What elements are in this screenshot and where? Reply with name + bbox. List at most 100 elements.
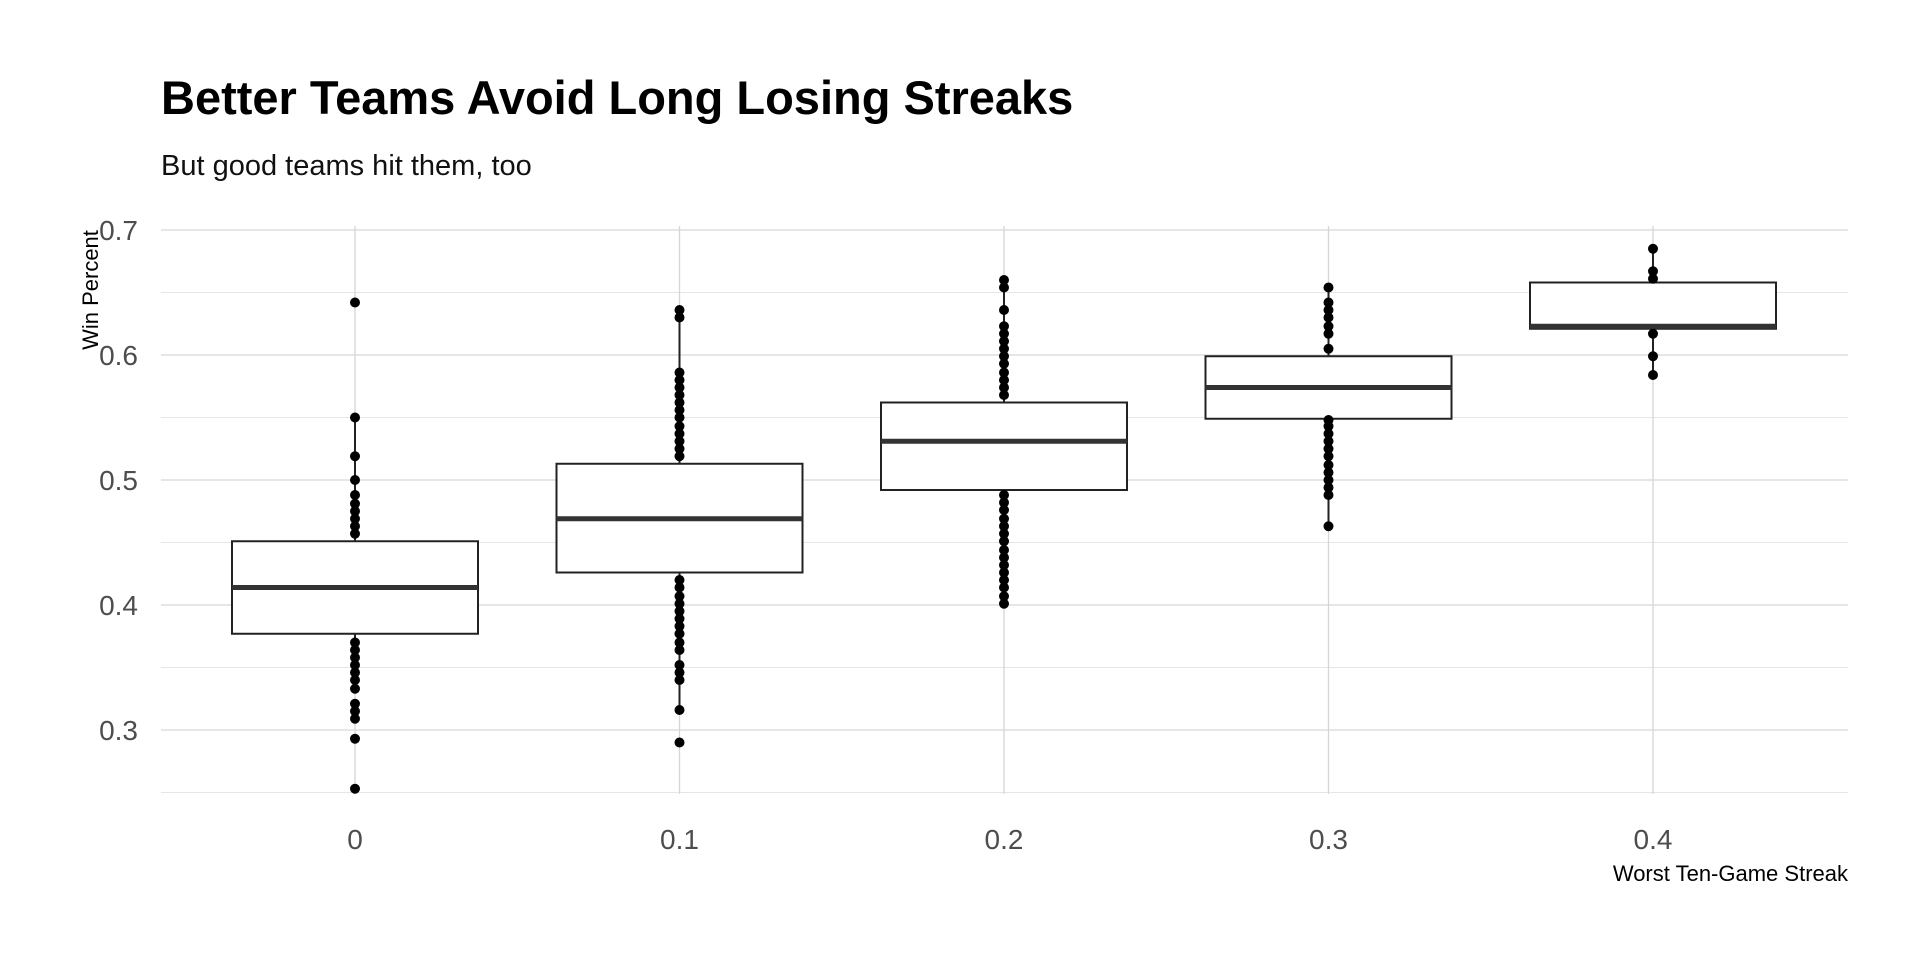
box-group: [1529, 243, 1777, 380]
data-point: [350, 506, 360, 517]
box-iqr: [1529, 281, 1777, 330]
data-point: [350, 412, 360, 423]
data-point: [674, 621, 685, 632]
data-point: [1323, 467, 1334, 478]
box-iqr: [880, 401, 1128, 491]
axis-layer: 0.3 0.4 0.5 0.6 0.7 0 0.1 0.2 0.3 0.4: [99, 215, 1672, 855]
data-point: [1323, 490, 1334, 500]
data-point: [999, 598, 1009, 609]
data-point: [674, 421, 685, 432]
data-point: [674, 582, 685, 593]
data-point: [674, 428, 685, 439]
x-tick-label: 0.2: [985, 824, 1024, 855]
data-point: [674, 390, 685, 400]
data-point: [1323, 421, 1334, 432]
data-point: [1323, 282, 1334, 293]
data-point: [674, 575, 685, 585]
data-point: [999, 582, 1009, 593]
data-point: [350, 783, 360, 794]
data-point: [999, 545, 1009, 555]
data-point: [674, 312, 685, 323]
data-point: [999, 591, 1009, 602]
data-point: [350, 498, 360, 509]
y-tick-label: 0.7: [99, 215, 138, 246]
data-point: [350, 683, 360, 694]
data-point: [1648, 243, 1658, 254]
data-point: [1648, 273, 1658, 284]
data-point: [999, 575, 1009, 585]
data-point: [1648, 266, 1658, 277]
data-point: [674, 397, 685, 408]
y-axis-title: Win Percent: [78, 230, 103, 350]
data-point: [350, 297, 360, 308]
y-tick-label: 0.3: [99, 715, 138, 746]
data-point: [1323, 460, 1334, 470]
chart-title: Better Teams Avoid Long Losing Streaks: [161, 71, 1074, 124]
data-point: [350, 660, 360, 670]
chart-subtitle: But good teams hit them, too: [161, 150, 532, 182]
data-point: [999, 521, 1009, 532]
data-point: [350, 733, 360, 744]
y-tick-label: 0.5: [99, 465, 138, 496]
data-point: [999, 351, 1009, 362]
data-point: [999, 382, 1009, 393]
data-point: [999, 321, 1009, 332]
data-point: [674, 628, 685, 639]
data-point: [674, 606, 685, 617]
data-point: [999, 367, 1009, 378]
data-point: [1648, 351, 1658, 362]
data-point: [999, 497, 1009, 508]
data-point: [1323, 443, 1334, 454]
data-point: [1323, 297, 1334, 308]
data-point: [350, 451, 360, 462]
box-group: [880, 275, 1128, 609]
data-point: [674, 382, 685, 393]
data-point: [350, 698, 360, 709]
data-point: [1323, 305, 1334, 315]
y-tick-label: 0.6: [99, 340, 138, 371]
box-group: [1204, 282, 1453, 532]
data-point: [999, 505, 1009, 515]
data-point: [1323, 428, 1334, 439]
data-point: [674, 613, 685, 624]
data-point: [1323, 343, 1334, 354]
data-point: [1323, 475, 1334, 485]
data-point: [999, 282, 1009, 293]
data-point: [999, 343, 1009, 354]
data-point: [674, 598, 685, 609]
data-point: [999, 560, 1009, 570]
data-point: [350, 475, 360, 485]
data-point: [674, 591, 685, 602]
data-point: [674, 443, 685, 454]
data-point: [1323, 436, 1334, 447]
data-point: [999, 490, 1009, 500]
data-point: [999, 328, 1009, 339]
x-axis-title: Worst Ten-Game Streak: [1613, 861, 1849, 886]
data-point: [350, 637, 360, 648]
data-point: [1323, 482, 1334, 493]
data-point: [674, 660, 685, 670]
data-point: [674, 705, 685, 715]
data-point: [999, 567, 1009, 578]
data-point: [999, 275, 1009, 285]
data-point: [350, 675, 360, 685]
data-point: [1323, 312, 1334, 323]
data-point: [1323, 321, 1334, 332]
x-tick-label: 0.4: [1634, 824, 1673, 855]
data-point: [674, 675, 685, 685]
data-point: [1648, 370, 1658, 380]
data-point: [999, 390, 1009, 400]
data-point: [1323, 521, 1334, 532]
data-point: [999, 358, 1009, 369]
y-tick-label: 0.4: [99, 590, 138, 621]
data-point: [999, 528, 1009, 539]
data-point: [674, 375, 685, 385]
data-point: [999, 305, 1009, 315]
data-point: [674, 451, 685, 462]
data-point: [1648, 328, 1658, 339]
x-tick-label: 0: [347, 824, 363, 855]
data-point: [999, 552, 1009, 563]
data-point: [999, 513, 1009, 524]
data-point: [999, 375, 1009, 385]
data-point: [674, 645, 685, 655]
